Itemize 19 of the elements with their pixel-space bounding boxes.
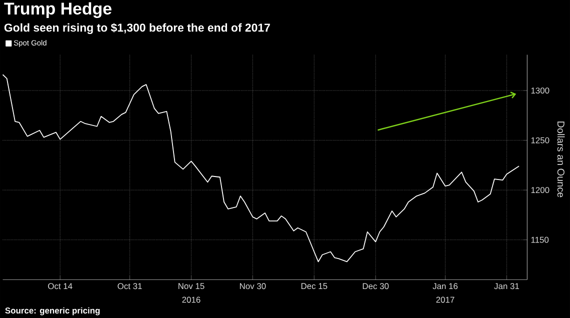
x-tick-label: Oct 31 bbox=[118, 282, 142, 289]
x-tick-label: Nov 15 bbox=[178, 282, 204, 289]
x-tick-label: Jan 31 bbox=[494, 282, 519, 289]
chart-title: Trump Hedge bbox=[4, 2, 112, 18]
x-tick-label: Nov 30 bbox=[240, 282, 266, 289]
x-tick-label: Oct 14 bbox=[48, 282, 72, 289]
source-note: Source: generic pricing bbox=[5, 307, 100, 316]
text: 2016 bbox=[182, 296, 200, 303]
x-tick-label: Jan 16 bbox=[432, 282, 458, 289]
y-tick-label: 1150 bbox=[531, 236, 549, 243]
line-series bbox=[2, 74, 520, 262]
x-tick-label: Dec 15 bbox=[301, 282, 328, 289]
y-axis-title: Dollars an Ounce bbox=[557, 121, 565, 197]
text: 2017 bbox=[436, 296, 454, 303]
y-tick-label: 1300 bbox=[531, 87, 550, 94]
x-tick-label: Dec 30 bbox=[362, 282, 389, 289]
chart-subtitle: Gold seen rising to $1,300 before the end of 2017 bbox=[4, 22, 270, 34]
y-tick-label: 1200 bbox=[531, 186, 550, 193]
y-tick-label: 1250 bbox=[531, 137, 550, 144]
